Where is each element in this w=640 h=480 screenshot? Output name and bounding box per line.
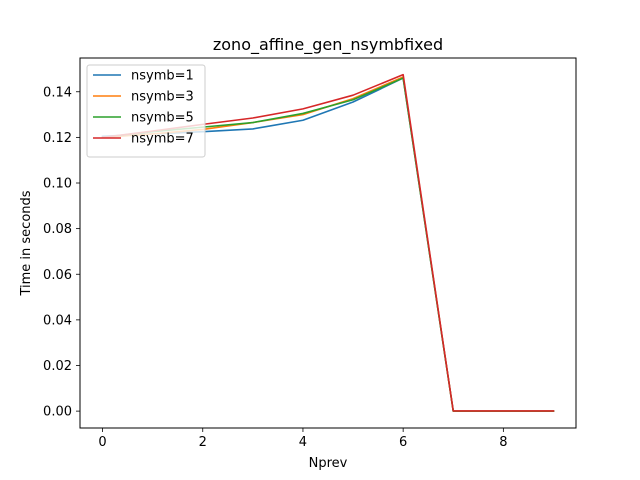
x-tick-label: 4 <box>299 435 307 450</box>
legend-label-4: nsymb=7 <box>131 132 194 147</box>
legend-label-3: nsymb=5 <box>131 111 194 126</box>
y-tick-label: 0.04 <box>43 313 72 328</box>
y-tick-label: 0.00 <box>43 405 72 420</box>
x-tick-label: 6 <box>399 435 407 450</box>
y-tick-label: 0.06 <box>43 268 72 283</box>
chart-title: zono_affine_gen_nsymbfixed <box>213 35 443 55</box>
y-tick-label: 0.12 <box>43 131 72 146</box>
legend-label-1: nsymb=1 <box>131 69 194 84</box>
legend: nsymb=1 nsymb=3 nsymb=5 nsymb=7 <box>86 64 206 158</box>
legend-label-2: nsymb=3 <box>131 90 194 105</box>
plot-frame <box>79 57 577 429</box>
x-tick-label: 2 <box>199 435 207 450</box>
y-tick-label: 0.14 <box>43 85 72 100</box>
x-axis: 0 2 4 6 8 <box>98 428 507 450</box>
x-axis-label: Nprev <box>309 456 348 471</box>
y-tick-label: 0.10 <box>43 177 72 192</box>
x-tick-label: 0 <box>98 435 106 450</box>
legend-box <box>86 64 206 158</box>
y-axis: 0.00 0.02 0.04 0.06 0.08 0.10 0.12 0.14 <box>43 85 80 420</box>
y-tick-label: 0.02 <box>43 359 72 374</box>
y-axis-label: Time in seconds <box>19 190 34 296</box>
y-tick-label: 0.08 <box>43 222 72 237</box>
x-tick-label: 8 <box>499 435 507 450</box>
